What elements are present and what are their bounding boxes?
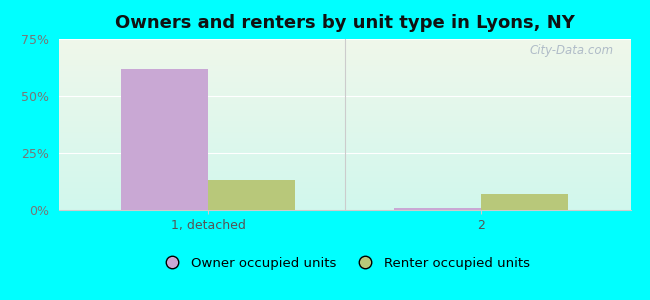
Text: City-Data.com: City-Data.com: [529, 44, 614, 57]
Bar: [393, 208, 481, 210]
Legend: Owner occupied units, Renter occupied units: Owner occupied units, Renter occupied un…: [154, 252, 535, 275]
Title: Owners and renters by unit type in Lyons, NY: Owners and renters by unit type in Lyons…: [114, 14, 575, 32]
Bar: [208, 180, 296, 210]
Bar: [121, 69, 208, 210]
Bar: [481, 194, 568, 210]
